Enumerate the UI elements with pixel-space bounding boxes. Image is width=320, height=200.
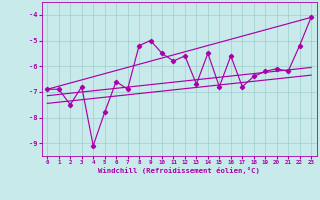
X-axis label: Windchill (Refroidissement éolien,°C): Windchill (Refroidissement éolien,°C) — [98, 167, 260, 174]
